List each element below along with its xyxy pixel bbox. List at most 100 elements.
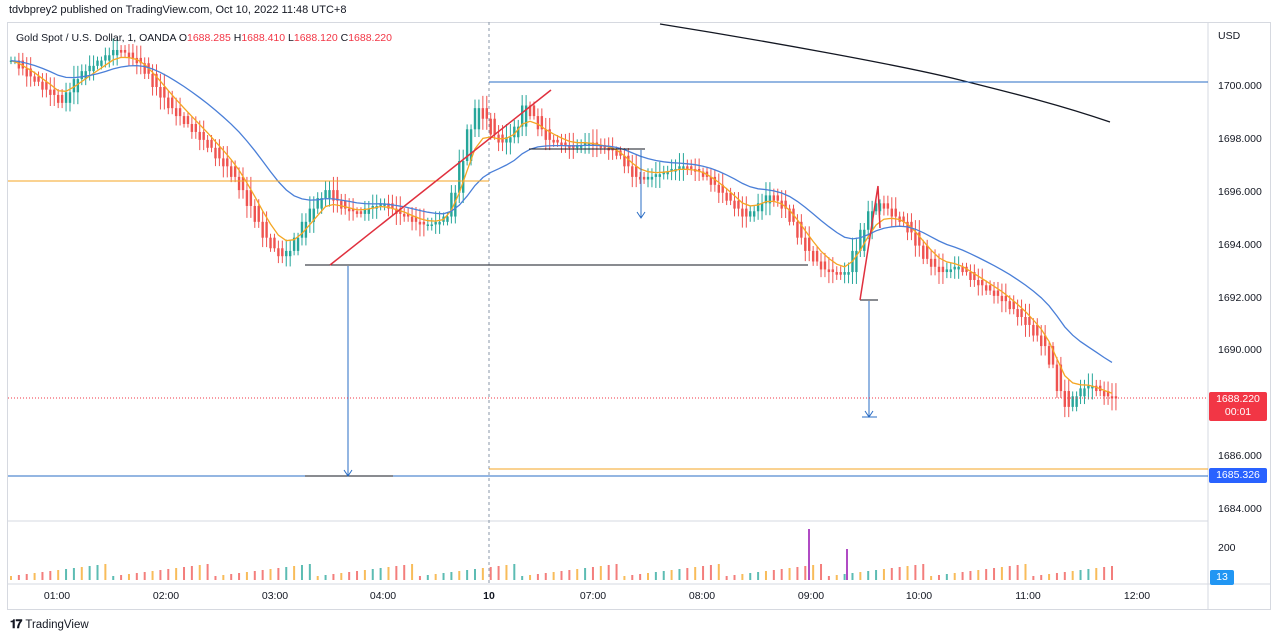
candle-body xyxy=(800,221,803,238)
volume-bar xyxy=(961,572,964,580)
volume-bar xyxy=(835,575,838,580)
candle-body xyxy=(202,131,205,140)
candle-body xyxy=(552,139,555,143)
candle-body xyxy=(403,213,406,217)
volume-bar xyxy=(623,576,626,580)
volume-bar xyxy=(253,571,256,580)
candle-body xyxy=(426,224,430,226)
candle-body xyxy=(1059,364,1063,392)
candle-body xyxy=(902,216,905,222)
candle-body xyxy=(422,221,426,225)
candle-body xyxy=(886,203,890,209)
candle-body xyxy=(100,60,103,66)
volume-bar xyxy=(198,565,201,580)
candle-body xyxy=(249,190,253,206)
candle-body xyxy=(524,105,528,127)
volume-bar xyxy=(183,567,186,580)
candle-body xyxy=(784,200,787,209)
volume-bar xyxy=(882,569,885,580)
volume-bar xyxy=(127,574,130,580)
candle-body xyxy=(300,221,304,238)
volume-bar xyxy=(1103,567,1106,580)
candle-body xyxy=(1024,317,1027,325)
candle-body xyxy=(882,203,886,209)
candle-body xyxy=(245,190,249,206)
candle-body xyxy=(505,137,508,143)
candle-body xyxy=(1091,385,1094,389)
volume-bar xyxy=(300,565,303,580)
candle-body xyxy=(387,203,390,209)
candle-body xyxy=(1087,385,1090,389)
candle-body xyxy=(139,57,142,64)
volume-bar xyxy=(418,576,421,580)
volume-bar xyxy=(379,568,382,580)
volume-axis-label: 200 xyxy=(1218,542,1236,554)
volume-bar xyxy=(757,572,760,580)
candle-body xyxy=(572,145,575,148)
candle-body xyxy=(839,272,842,275)
candle-body xyxy=(587,142,591,146)
volume-bar xyxy=(230,574,233,580)
time-tick-label: 11:00 xyxy=(1015,590,1041,602)
candle-body xyxy=(112,49,115,56)
volume-bar xyxy=(489,567,492,580)
candle-body xyxy=(214,147,217,159)
candle-body xyxy=(359,211,363,214)
candle-body xyxy=(461,161,465,193)
candle-body xyxy=(517,126,520,138)
volume-bar xyxy=(1079,570,1082,580)
tradingview-brand[interactable]: 𝟏𝟕 TradingView xyxy=(10,617,89,632)
symbol-legend[interactable]: Gold Spot / U.S. Dollar, 1, OANDA O1688.… xyxy=(16,32,392,44)
candle-body xyxy=(438,221,441,225)
candle-body xyxy=(631,166,634,177)
volume-bar xyxy=(859,572,862,580)
candle-body xyxy=(737,200,740,209)
volume-bar xyxy=(308,564,311,580)
volume-bar xyxy=(733,575,736,580)
candle-body xyxy=(324,190,327,199)
candle-body xyxy=(414,216,418,222)
candle-body xyxy=(406,213,410,217)
time-tick-label: 01:00 xyxy=(43,590,71,602)
volume-bar xyxy=(159,570,162,580)
volume-bar xyxy=(678,569,681,580)
candle-body xyxy=(922,245,925,259)
volume-bar xyxy=(269,569,272,580)
candle-body xyxy=(752,211,756,217)
candle-body xyxy=(485,108,488,119)
candle-body xyxy=(713,176,717,185)
volume-badge: 13 xyxy=(1210,570,1234,585)
candle-body xyxy=(969,272,972,280)
candle-body xyxy=(540,116,544,130)
volume-bar xyxy=(639,574,642,580)
volume-bar xyxy=(96,565,99,580)
time-tick-label: 10 xyxy=(483,590,495,602)
volume-bar xyxy=(544,573,547,580)
volume-bar xyxy=(969,571,972,580)
candle-body xyxy=(1040,335,1043,347)
volume-bar xyxy=(214,576,217,580)
volume-bar xyxy=(670,570,673,580)
volume-bar xyxy=(820,564,823,580)
candle-body xyxy=(513,126,516,138)
candle-body xyxy=(733,200,736,209)
candle-body xyxy=(509,137,512,143)
candle-body xyxy=(855,250,858,273)
chart-frame[interactable] xyxy=(7,22,1271,610)
volume-bar xyxy=(662,571,665,580)
tradingview-logo-icon: 𝟏𝟕 xyxy=(10,617,22,631)
candle-body xyxy=(473,108,477,130)
candle-body xyxy=(340,200,343,209)
candle-body xyxy=(583,142,587,146)
candle-body xyxy=(709,176,713,185)
candle-body xyxy=(469,129,473,162)
candle-body xyxy=(918,232,921,246)
candle-body xyxy=(285,250,288,257)
candle-body xyxy=(253,205,256,222)
candle-body xyxy=(233,166,237,177)
candle-body xyxy=(328,190,331,199)
volume-bar xyxy=(647,573,650,580)
volume-bar xyxy=(615,564,618,580)
volume-bar xyxy=(867,571,870,580)
